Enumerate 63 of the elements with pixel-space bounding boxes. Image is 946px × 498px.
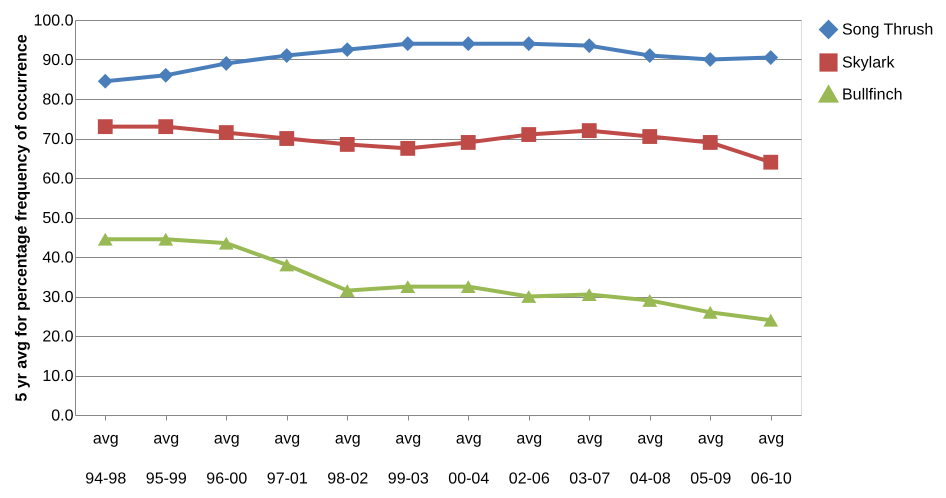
point [340,42,355,58]
point [340,284,355,297]
point [98,74,113,89]
category-label: avg 94-98 [85,430,126,488]
y-tick-label: 20.0 [42,328,74,346]
point [158,68,174,83]
y-tick-label: 50.0 [42,210,74,227]
point [642,48,658,63]
point [279,48,294,63]
category-label: avg 03-07 [569,430,610,488]
legend-label: Song Thrush [842,22,934,38]
point [521,290,536,303]
point [521,36,536,52]
point [460,135,476,150]
point [98,232,113,246]
point [279,131,294,146]
y-tick-label: 0.0 [51,408,74,424]
category-label: avg 97-01 [266,430,308,488]
y-tick-label: 100.0 [33,12,74,30]
y-tick-label: 90.0 [42,52,74,69]
point [763,154,778,170]
point [400,36,416,52]
point [158,119,174,134]
point [98,119,113,134]
point [158,232,174,246]
point [279,258,294,272]
point [218,236,234,250]
point [582,38,597,54]
category-label: avg 98-02 [327,430,368,488]
category-label: avg 02-06 [508,430,550,488]
legend-label: Skylark [842,54,896,72]
point [218,56,234,71]
y-tick-label: 40.0 [42,250,74,266]
category-label: avg 05-09 [690,430,732,488]
category-label: avg 95-99 [146,430,187,488]
point [582,288,597,301]
point [702,135,718,150]
category-label: avg 99-03 [388,430,429,488]
point [702,306,718,319]
point [763,50,778,65]
point [400,280,416,294]
point [521,127,536,142]
point [763,314,778,327]
point [400,140,416,156]
y-tick-label: 60.0 [42,170,74,188]
point [642,129,658,144]
point [460,280,476,294]
category-label: avg 06-10 [750,430,792,488]
point [642,294,658,307]
legend-label: Bullfinch [842,86,902,104]
category-label: avg 04-08 [630,430,671,488]
y-tick-label: 10.0 [42,368,74,385]
point [340,137,355,152]
category-label: avg 96-00 [206,430,248,488]
point [582,123,597,138]
y-tick-label: 30.0 [42,289,74,306]
y-tick-label: 80.0 [42,92,74,108]
y-tick-label: 70.0 [42,131,74,148]
point [218,125,234,140]
point [460,36,476,52]
point [702,52,718,67]
category-label: avg 00-04 [448,430,490,488]
y-axis-title: 5 yr avg for percentage frequency of occurrence [13,34,30,402]
